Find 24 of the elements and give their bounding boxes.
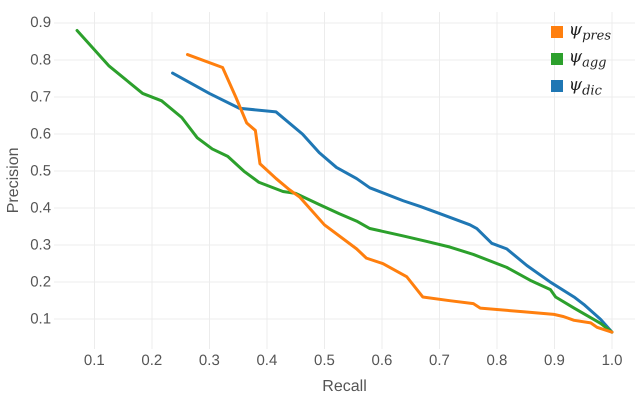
x-tick-label: 0.7 xyxy=(429,352,450,369)
y-tick-label: 0.5 xyxy=(30,162,52,180)
y-tick-label: 0.6 xyxy=(30,125,52,142)
x-tick-label: 0.5 xyxy=(314,352,335,369)
x-tick-label: 0.3 xyxy=(198,352,220,369)
y-tick-label: 0.9 xyxy=(30,14,52,32)
y-tick-label: 0.1 xyxy=(30,310,52,328)
legend-label: ψ$_{agg}$ xyxy=(568,47,606,71)
x-tick-label: 0.2 xyxy=(141,352,162,369)
x-tick-label: 0.6 xyxy=(371,352,392,369)
y-axis-title: Precision xyxy=(5,147,22,214)
y-tick-label: 0.3 xyxy=(30,236,52,254)
y-tick-label: 0.7 xyxy=(30,88,52,106)
x-tick-label: 0.4 xyxy=(256,352,278,369)
y-tick-label: 0.2 xyxy=(30,273,52,290)
legend-label: ψ$_{dic}$ xyxy=(568,74,602,98)
x-tick-label: 0.9 xyxy=(544,352,565,369)
y-tick-label: 0.8 xyxy=(30,51,52,68)
y-tick-label: 0.4 xyxy=(30,199,52,216)
x-tick-label: 0.1 xyxy=(84,352,105,369)
x-axis-title: Recall xyxy=(322,378,367,395)
x-tick-label: 0.8 xyxy=(486,352,508,369)
legend-label: ψ$_{pres}$ xyxy=(568,20,611,44)
x-tick-label: 1.0 xyxy=(602,352,622,369)
